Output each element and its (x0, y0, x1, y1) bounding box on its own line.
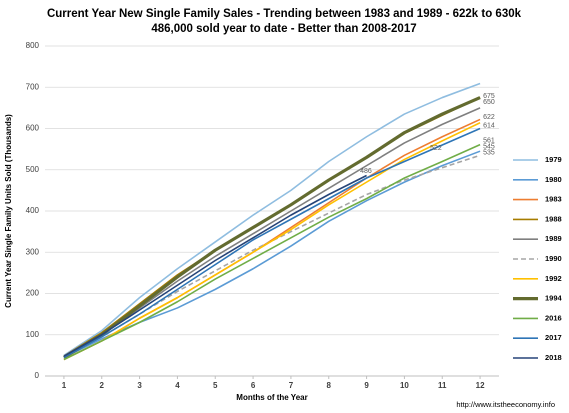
series-line (63, 127, 481, 359)
legend-label: 1990 (545, 254, 562, 263)
y-tick-label: 700 (26, 82, 40, 91)
annotation: 561 (483, 138, 495, 145)
x-tick-label: 1 (62, 381, 67, 390)
legend-label: 1988 (545, 214, 562, 223)
annotation: 650 (483, 99, 495, 106)
y-tick-label: 500 (26, 165, 40, 174)
legend-label: 1979 (545, 155, 562, 164)
x-tick-label: 6 (251, 381, 256, 390)
series-line (63, 143, 481, 361)
annotation: 622 (483, 114, 495, 121)
annotation: 522 (430, 145, 442, 152)
x-tick-label: 9 (364, 381, 369, 390)
chart-title: Current Year New Single Family Sales - T… (47, 8, 522, 20)
y-tick-label: 100 (26, 330, 40, 339)
legend-label: 1983 (545, 195, 562, 204)
legend-label: 2016 (545, 313, 562, 322)
series-line (63, 122, 481, 361)
chart-subtitle: 486,000 sold year to date - Better than … (151, 23, 416, 35)
annotation: 535 (483, 150, 495, 157)
legend-label: 2017 (545, 333, 562, 342)
annotation: 545 (483, 143, 495, 150)
y-tick-label: 0 (35, 371, 40, 380)
legend-label: 1989 (545, 234, 562, 243)
y-tick-label: 300 (26, 247, 40, 256)
legend-label: 2018 (545, 353, 562, 362)
x-tick-label: 12 (476, 381, 485, 390)
x-tick-label: 2 (100, 381, 105, 390)
series-line (63, 174, 367, 357)
y-tick-label: 800 (26, 41, 40, 50)
source: http://www.itstheeconomy.info (456, 400, 555, 409)
y-tick-label: 200 (26, 289, 40, 298)
x-tick-label: 11 (438, 381, 447, 390)
legend-label: 1992 (545, 274, 562, 283)
x-tick-label: 5 (213, 381, 218, 390)
annotation: 486 (360, 168, 372, 175)
annotation: 675 (483, 93, 495, 100)
series-line (63, 82, 481, 357)
x-tick-label: 7 (289, 381, 294, 390)
x-tick-label: 3 (137, 381, 142, 390)
x-tick-label: 10 (400, 381, 409, 390)
annotation: 614 (483, 122, 495, 129)
x-axis-title: Months of the Year (236, 393, 307, 402)
y-tick-label: 600 (26, 124, 40, 133)
legend-label: 1994 (545, 294, 563, 303)
series-line (63, 96, 481, 359)
y-axis-title: Current Year Single Family Units Sold (T… (4, 114, 13, 308)
y-tick-label: 400 (26, 206, 40, 215)
x-tick-label: 8 (327, 381, 332, 390)
legend-label: 1980 (545, 175, 562, 184)
x-tick-label: 4 (175, 381, 180, 390)
